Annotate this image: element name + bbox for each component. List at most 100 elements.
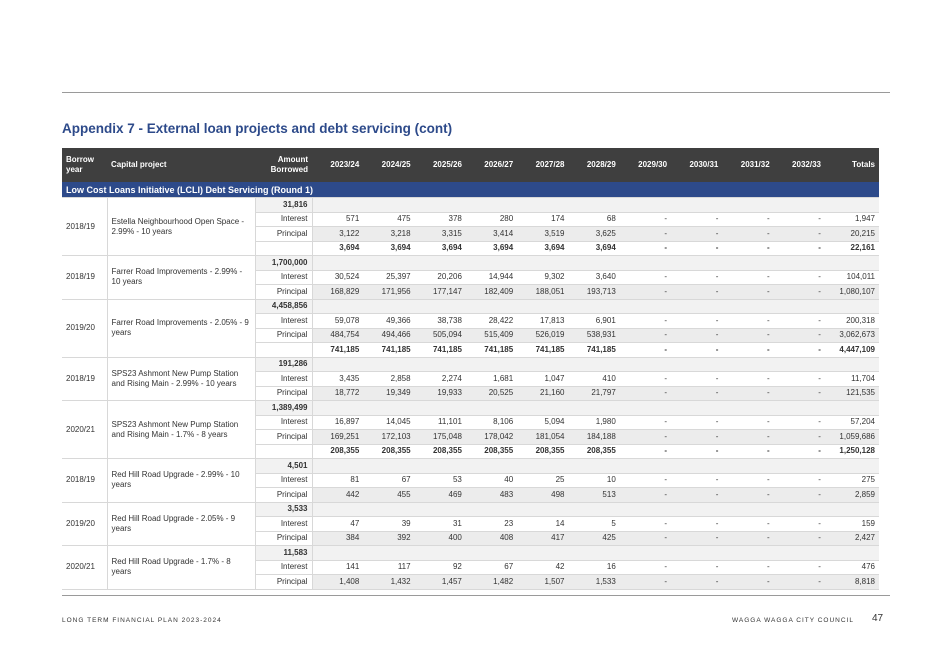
value-cell: - (722, 531, 774, 546)
empty-cell (824, 400, 879, 416)
value-cell: - (619, 284, 672, 300)
value-cell: 20,206 (414, 270, 466, 285)
footer-left: LONG TERM FINANCIAL PLAN 2023-2024 (62, 617, 222, 624)
header-cell: Totals (824, 148, 879, 182)
total-cell: - (671, 240, 723, 256)
value-cell: 174 (517, 212, 569, 227)
value-cell: 20,215 (824, 226, 879, 242)
value-cell: 571 (312, 212, 364, 227)
empty-cell (671, 255, 723, 271)
empty-cell (363, 502, 415, 517)
total-cell: 3,694 (414, 240, 466, 256)
header-cell: 2028/29 (568, 148, 620, 182)
total-cell: 208,355 (568, 443, 620, 459)
value-cell: 538,931 (568, 328, 620, 343)
value-cell: 21,160 (517, 386, 569, 401)
empty-cell (312, 197, 364, 213)
empty-cell (465, 255, 518, 271)
empty-cell (722, 197, 774, 213)
value-cell: 121,535 (824, 386, 879, 401)
value-cell: 417 (517, 531, 569, 546)
row-label: Interest (255, 560, 313, 575)
value-cell: 14,944 (465, 270, 518, 285)
data-row: Principal 1,408 1,432 1,457 1,482 1,507 1,533-… (62, 574, 879, 590)
empty-cell (722, 357, 774, 372)
total-cell: 741,185 (568, 342, 620, 358)
value-cell: - (671, 531, 723, 546)
row-label: Principal (255, 226, 313, 242)
value-cell: 42 (517, 560, 569, 575)
value-cell: - (619, 473, 672, 488)
value-cell: 117 (363, 560, 415, 575)
data-row: Principal 384 392 400 408 417 425- - - -2,427 (62, 531, 879, 546)
empty-cell (568, 255, 620, 271)
page-number: 47 (872, 613, 884, 624)
empty-cell (773, 197, 825, 213)
value-cell: - (619, 487, 672, 503)
empty-cell (255, 342, 313, 358)
value-cell: 408 (465, 531, 518, 546)
borrow-year: 2019/20 (62, 299, 108, 358)
empty-cell (312, 400, 364, 416)
total-cell: - (619, 342, 672, 358)
value-cell: 3,315 (414, 226, 466, 242)
empty-cell (671, 357, 723, 372)
empty-cell (773, 299, 825, 314)
amount-row: 2019/20 Red Hill Road Upgrade - 2.05% - 9… (62, 502, 879, 546)
value-cell: - (722, 284, 774, 300)
value-cell: 5 (568, 516, 620, 532)
empty-cell (722, 255, 774, 271)
data-row: Interest 59,078 49,366 38,738 28,422 17,813 6,… (62, 313, 879, 329)
value-cell: 159 (824, 516, 879, 532)
total-cell: 3,694 (465, 240, 518, 256)
total-cell: 741,185 (312, 342, 364, 358)
row-label: Principal (255, 429, 313, 445)
value-cell: 425 (568, 531, 620, 546)
value-cell: 68 (568, 212, 620, 227)
value-cell: - (722, 270, 774, 285)
empty-cell (773, 400, 825, 416)
data-row: Interest 141 117 92 67 42 16- - - -476 (62, 560, 879, 575)
value-cell: - (671, 516, 723, 532)
value-cell: 38,738 (414, 313, 466, 329)
data-row: Principal 442 455 469 483 498 513- - - -2,859 (62, 487, 879, 503)
value-cell: - (619, 531, 672, 546)
total-cell: 3,694 (363, 240, 415, 256)
total-cell: 3,694 (568, 240, 620, 256)
empty-cell (517, 255, 569, 271)
empty-cell (517, 458, 569, 474)
value-cell: - (671, 270, 723, 285)
value-cell: 171,956 (363, 284, 415, 300)
total-cell: - (671, 443, 723, 459)
value-cell: 1,457 (414, 574, 466, 590)
footer-right: WAGGA WAGGA CITY COUNCIL (732, 617, 854, 624)
value-cell: - (773, 415, 825, 430)
value-cell: 378 (414, 212, 466, 227)
empty-cell (722, 545, 774, 561)
value-cell: 182,409 (465, 284, 518, 300)
empty-cell (568, 545, 620, 561)
empty-cell (619, 502, 672, 517)
row-label: Principal (255, 487, 313, 503)
empty-cell (517, 545, 569, 561)
value-cell: - (619, 212, 672, 227)
empty-cell (722, 299, 774, 314)
empty-cell (465, 197, 518, 213)
empty-cell (619, 255, 672, 271)
amount-borrowed: 1,389,499 (255, 400, 313, 416)
value-cell: - (671, 328, 723, 343)
total-cell: - (722, 342, 774, 358)
value-cell: 92 (414, 560, 466, 575)
data-row: Principal 18,772 19,349 19,933 20,525 21,160 2… (62, 386, 879, 401)
section-row: Low Cost Loans Initiative (LCLI) Debt Se… (62, 182, 879, 198)
value-cell: 1,408 (312, 574, 364, 590)
total-cell: 208,355 (517, 443, 569, 459)
empty-cell (465, 458, 518, 474)
bottom-rule (62, 595, 890, 596)
capital-project: Estella Neighbourhood Open Space - 2.99%… (107, 197, 256, 256)
value-cell: 31 (414, 516, 466, 532)
borrow-year: 2020/21 (62, 545, 108, 590)
amount-borrowed: 4,501 (255, 458, 313, 474)
value-cell: 1,980 (568, 415, 620, 430)
value-cell: 1,432 (363, 574, 415, 590)
